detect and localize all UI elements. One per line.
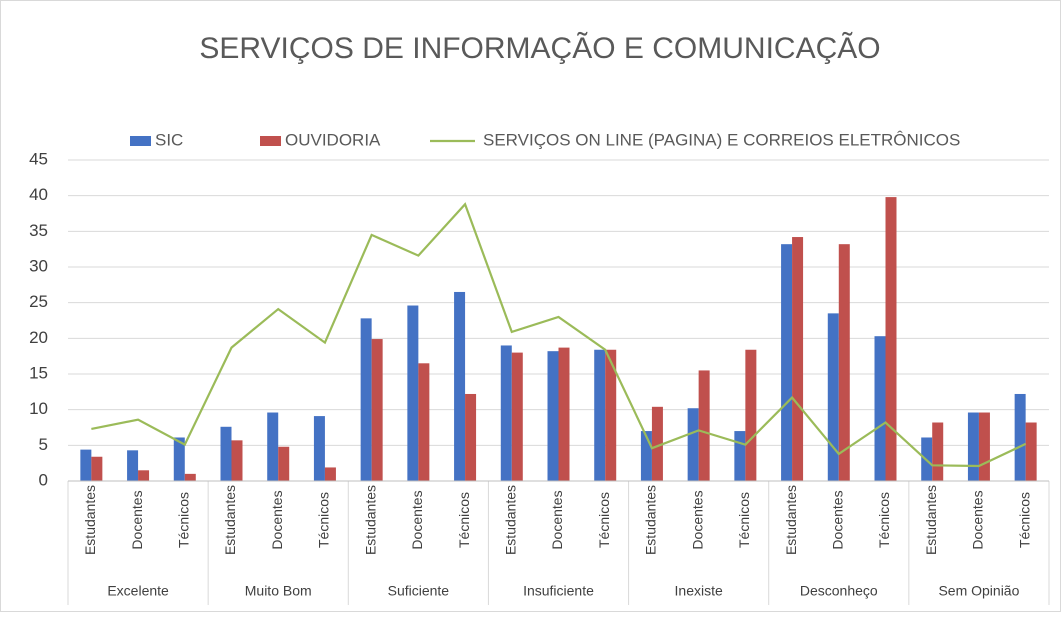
group-label: Inexiste bbox=[675, 583, 723, 599]
x-tick-label: Estudantes bbox=[82, 485, 98, 555]
bar bbox=[605, 349, 617, 481]
group-label: Insuficiente bbox=[523, 583, 594, 599]
bar bbox=[278, 446, 290, 481]
bar bbox=[127, 450, 139, 481]
y-tick-label: 10 bbox=[29, 399, 48, 418]
x-tick-label: Docentes bbox=[970, 490, 986, 549]
y-tick-label: 5 bbox=[39, 435, 48, 454]
bar bbox=[1014, 393, 1026, 481]
chart-title: SERVIÇOS DE INFORMAÇÃO E COMUNICAÇÃO bbox=[199, 31, 880, 65]
bar bbox=[465, 393, 477, 481]
x-tick-label: Docentes bbox=[689, 490, 705, 549]
x-tick-label: Docentes bbox=[269, 490, 285, 549]
bar bbox=[687, 408, 699, 481]
y-tick-label: 15 bbox=[29, 363, 48, 382]
bar bbox=[838, 244, 850, 481]
bar bbox=[640, 431, 652, 481]
x-tick-label: Técnicos bbox=[876, 492, 892, 548]
bar bbox=[511, 352, 523, 481]
x-tick-label: Estudantes bbox=[923, 485, 939, 555]
x-tick-label: Docentes bbox=[129, 490, 145, 549]
x-tick-label: Técnicos bbox=[175, 492, 191, 548]
bar bbox=[547, 351, 559, 481]
bar bbox=[827, 313, 839, 481]
bar bbox=[418, 363, 430, 481]
bar bbox=[267, 412, 279, 481]
legend-label: SIC bbox=[155, 130, 183, 149]
bar bbox=[594, 349, 606, 481]
bar bbox=[220, 426, 232, 481]
x-tick-label: Técnicos bbox=[736, 492, 752, 548]
legend-label: OUVIDORIA bbox=[285, 130, 381, 149]
x-tick-label: Técnicos bbox=[596, 492, 612, 548]
bar bbox=[80, 449, 92, 481]
bar bbox=[173, 437, 185, 481]
y-tick-label: 45 bbox=[29, 149, 48, 168]
bar bbox=[138, 470, 150, 481]
bar bbox=[745, 349, 757, 481]
legend-swatch bbox=[260, 136, 281, 146]
group-label: Sem Opinião bbox=[938, 583, 1019, 599]
x-tick-label: Estudantes bbox=[783, 485, 799, 555]
bar bbox=[91, 456, 103, 481]
x-tick-label: Estudantes bbox=[643, 485, 659, 555]
bar bbox=[324, 467, 336, 481]
y-tick-label: 30 bbox=[29, 256, 48, 275]
x-tick-label: Docentes bbox=[829, 490, 845, 549]
bar bbox=[184, 473, 196, 481]
bar bbox=[967, 412, 979, 481]
bar bbox=[885, 197, 897, 482]
bar bbox=[874, 336, 886, 481]
bar bbox=[932, 422, 944, 481]
group-label: Muito Bom bbox=[245, 583, 312, 599]
legend-swatch bbox=[130, 136, 151, 146]
x-tick-label: Técnicos bbox=[456, 492, 472, 548]
x-tick-label: Estudantes bbox=[502, 485, 518, 555]
bar bbox=[231, 440, 243, 481]
bar bbox=[1025, 422, 1037, 481]
bar bbox=[792, 237, 804, 481]
x-tick-label: Técnicos bbox=[316, 492, 332, 548]
bar bbox=[371, 339, 383, 481]
x-tick-label: Docentes bbox=[549, 490, 565, 549]
y-tick-label: 20 bbox=[29, 328, 48, 347]
line-series bbox=[91, 202, 1027, 468]
y-tick-label: 35 bbox=[29, 221, 48, 240]
bar bbox=[313, 416, 325, 481]
bar bbox=[454, 291, 466, 481]
group-label: Desconheço bbox=[800, 583, 878, 599]
bar bbox=[360, 318, 372, 481]
y-tick-label: 40 bbox=[29, 185, 48, 204]
x-tick-label: Estudantes bbox=[222, 485, 238, 555]
x-tick-label: Técnicos bbox=[1016, 492, 1032, 548]
x-tick-label: Docentes bbox=[409, 490, 425, 549]
bar bbox=[558, 347, 570, 481]
x-tick-label: Estudantes bbox=[362, 485, 378, 555]
bar bbox=[781, 244, 793, 481]
bar bbox=[698, 370, 710, 481]
bar bbox=[500, 345, 512, 481]
bar bbox=[734, 431, 746, 481]
y-tick-label: 0 bbox=[39, 470, 48, 489]
y-tick-label: 25 bbox=[29, 292, 48, 311]
legend-label: SERVIÇOS ON LINE (PAGINA) E CORREIOS ELE… bbox=[483, 130, 960, 149]
bar bbox=[978, 412, 990, 481]
group-label: Excelente bbox=[107, 583, 169, 599]
group-label: Suficiente bbox=[388, 583, 450, 599]
bar bbox=[651, 406, 663, 481]
bar bbox=[407, 305, 419, 481]
